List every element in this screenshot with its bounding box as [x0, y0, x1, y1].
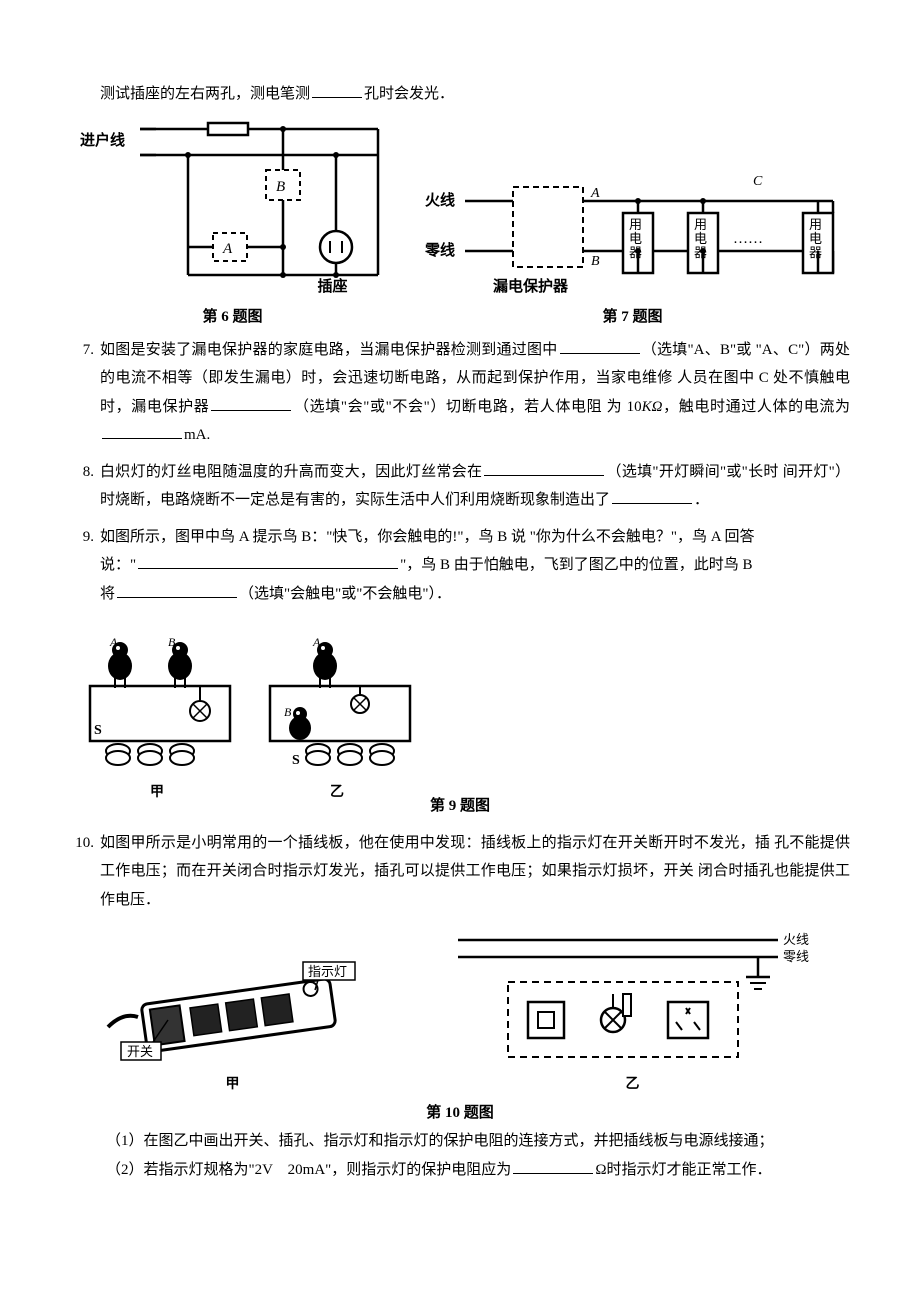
svg-text:用: 用	[629, 217, 642, 232]
svg-text:用: 用	[809, 217, 822, 232]
fig10-right-svg: 火线 零线	[448, 922, 818, 1072]
svg-text:电: 电	[629, 231, 642, 246]
fig9-svg: S A B 甲	[70, 616, 430, 806]
svg-text:A: A	[222, 241, 233, 257]
fig10-left-label: 甲	[103, 1072, 363, 1099]
svg-text:S: S	[94, 723, 102, 738]
blank	[513, 1159, 593, 1174]
q6-suffix: 孔时会发光．	[364, 86, 454, 102]
svg-text:C: C	[753, 174, 763, 189]
blank	[560, 339, 640, 354]
question-9: 9. 如图所示，图甲中鸟 A 提示鸟 B："快飞，你会触电的!"，鸟 B 说 "…	[70, 523, 850, 609]
svg-text:器: 器	[809, 245, 822, 260]
q8-num: 8.	[70, 458, 100, 487]
svg-text:漏电保护器: 漏电保护器	[493, 277, 569, 295]
fig10-caption: 第 10 题图	[70, 1099, 850, 1128]
q7-body: 如图是安装了漏电保护器的家庭电路，当漏电保护器检测到通过图中（选填"A、B"或 …	[100, 336, 850, 450]
blank	[612, 489, 692, 504]
q7-num: 7.	[70, 336, 100, 365]
figure-row-6-7: 进户线 B A	[70, 115, 850, 332]
q10-num: 10.	[70, 829, 100, 858]
svg-text:电: 电	[694, 231, 707, 246]
question-10: 10. 如图甲所示是小明常用的一个插线板，他在使用中发现：插线板上的指示灯在开关…	[70, 829, 850, 915]
fig7-caption: 第 7 题图	[423, 303, 843, 332]
svg-text:乙: 乙	[330, 784, 344, 800]
figure-10-row: 开关 指示灯 甲 火线 零线	[70, 922, 850, 1099]
svg-text:B: B	[168, 635, 176, 649]
svg-text:S: S	[292, 753, 300, 768]
blank	[138, 554, 398, 569]
svg-text:用: 用	[694, 217, 707, 232]
q6-tail: 测试插座的左右两孔，测电笔测 孔时会发光．	[70, 80, 850, 109]
socket-label: 插座	[317, 273, 347, 302]
svg-text:……: ……	[733, 231, 763, 247]
circuit-6-svg: 进户线 B A	[78, 115, 388, 285]
figure-10-right: 火线 零线 乙	[448, 922, 818, 1099]
fig9-caption: 第 9 题图	[70, 792, 850, 821]
blank	[211, 396, 291, 411]
figure-7: 火线 零线 A B C 用 电 器	[423, 173, 843, 332]
svg-text:A: A	[312, 635, 321, 649]
blank	[102, 424, 182, 439]
svg-text:B: B	[591, 254, 600, 269]
q9-num: 9.	[70, 523, 100, 552]
svg-text:火线: 火线	[425, 191, 455, 209]
figure-6: 进户线 B A	[78, 115, 388, 332]
figure-10-left: 开关 指示灯 甲	[103, 942, 363, 1099]
svg-text:火线: 火线	[783, 932, 809, 947]
svg-text:B: B	[284, 705, 292, 719]
svg-text:零线: 零线	[783, 949, 809, 964]
svg-text:进户线: 进户线	[80, 131, 125, 149]
question-8: 8. 白炽灯的灯丝电阻随温度的升高而变大，因此灯丝常会在（选填"开灯瞬间"或"长…	[70, 458, 850, 515]
blank	[484, 461, 604, 476]
blank	[117, 583, 237, 598]
figure-9: S A B 甲	[70, 616, 850, 821]
question-7: 7. 如图是安装了漏电保护器的家庭电路，当漏电保护器检测到通过图中（选填"A、B…	[70, 336, 850, 450]
q6-prefix: 测试插座的左右两孔，测电笔测	[100, 86, 310, 102]
svg-text:B: B	[276, 179, 285, 195]
fig10-left-svg: 开关 指示灯	[103, 942, 363, 1072]
q9-body: 如图所示，图甲中鸟 A 提示鸟 B："快飞，你会触电的!"，鸟 B 说 "你为什…	[100, 523, 850, 609]
svg-text:指示灯: 指示灯	[308, 964, 347, 979]
q10-sub2: （2）若指示灯规格为"2V 20mA"，则指示灯的保护电阻应为Ω时指示灯才能正常…	[70, 1156, 850, 1185]
circuit-7-svg: 火线 零线 A B C 用 电 器	[423, 173, 843, 323]
svg-text:甲: 甲	[150, 784, 164, 800]
svg-text:电: 电	[809, 231, 822, 246]
q10-body: 如图甲所示是小明常用的一个插线板，他在使用中发现：插线板上的指示灯在开关断开时不…	[100, 829, 850, 915]
svg-text:零线: 零线	[424, 241, 455, 259]
blank	[312, 83, 362, 98]
fig10-right-label: 乙	[448, 1072, 818, 1099]
fig6-caption: 第 6 题图	[78, 303, 388, 332]
svg-text:开关: 开关	[127, 1044, 153, 1059]
svg-text:A: A	[590, 186, 600, 201]
q10-sub1: （1）在图乙中画出开关、插孔、指示灯和指示灯的保护电阻的连接方式，并把插线板与电…	[70, 1127, 850, 1156]
svg-text:A: A	[109, 635, 118, 649]
q8-body: 白炽灯的灯丝电阻随温度的升高而变大，因此灯丝常会在（选填"开灯瞬间"或"长时 间…	[100, 458, 850, 515]
